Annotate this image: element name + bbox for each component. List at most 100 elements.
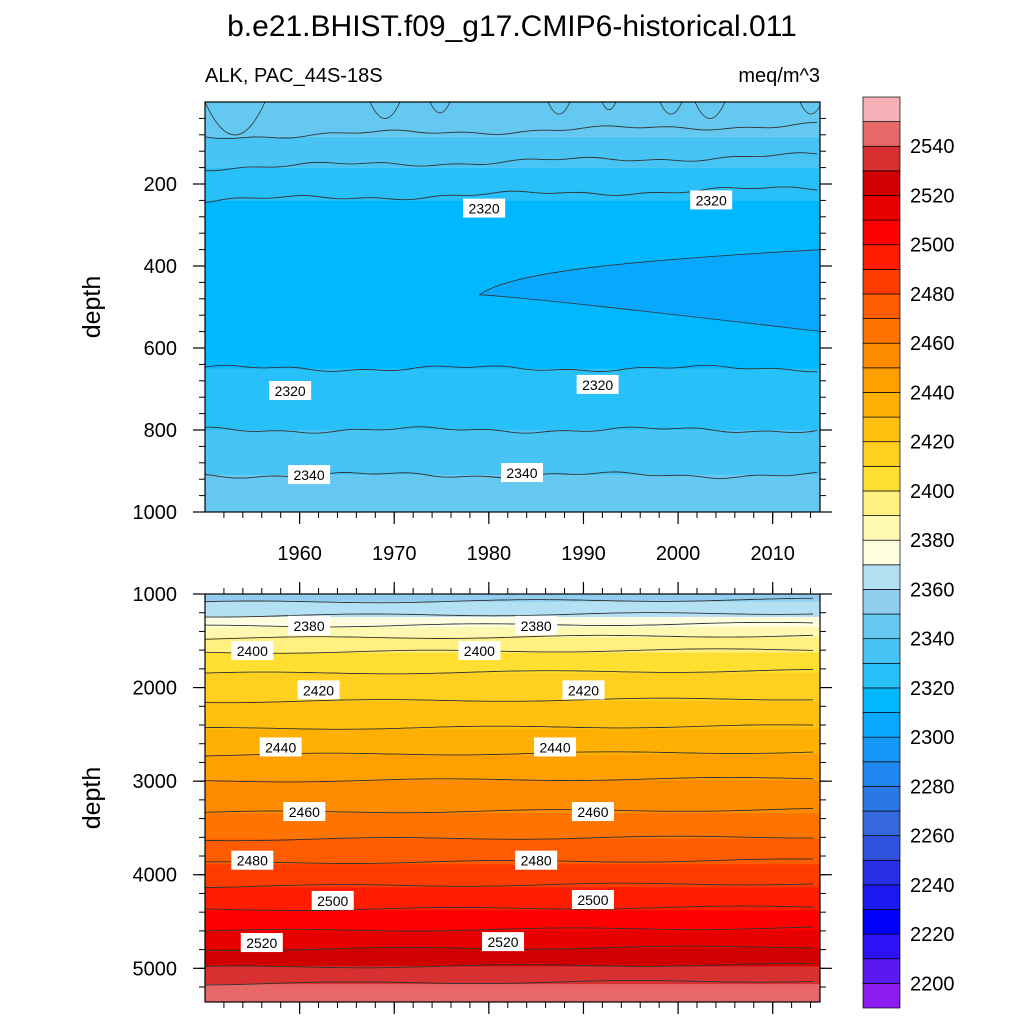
contour-band — [205, 973, 820, 978]
colorbar-label: 2500 — [910, 235, 955, 257]
contour-band — [205, 894, 820, 899]
contour-label-bg — [534, 737, 577, 757]
contour-band — [205, 703, 820, 707]
contour-band — [205, 828, 820, 832]
chart-title: b.e21.BHIST.f09_g17.CMIP6-historical.011 — [227, 10, 797, 43]
contour-line — [205, 776, 814, 783]
contour-label-text: 2520 — [487, 934, 518, 950]
contour-band — [205, 900, 820, 904]
contour-line — [205, 364, 818, 373]
contour-band — [205, 912, 820, 916]
contour-band — [205, 866, 820, 870]
contour-label: 2420 — [297, 680, 340, 700]
contour-band — [205, 670, 820, 674]
contour-label: 2400 — [231, 641, 274, 661]
contour-band — [205, 734, 820, 738]
contour-band — [205, 792, 820, 797]
contour-band — [205, 879, 820, 883]
y-tick-label: 4000 — [133, 865, 178, 887]
x-tick-label: 1980 — [467, 543, 512, 565]
contour-band — [205, 652, 820, 656]
colorbar-swatch — [862, 909, 901, 935]
colorbar-swatch — [862, 244, 901, 270]
contour-band — [205, 616, 820, 621]
contour-label-bg — [690, 190, 733, 210]
contour-band — [205, 647, 820, 651]
contour-label-bg — [500, 463, 543, 483]
contour-line — [205, 724, 814, 730]
contour-band — [205, 634, 820, 638]
colorbar-label: 2520 — [910, 185, 955, 207]
contour-label-text: 2320 — [469, 201, 500, 217]
units-label: meq/m^3 — [738, 65, 820, 87]
contour-band — [205, 966, 820, 970]
contour-band — [205, 961, 820, 965]
contour-band — [205, 831, 820, 835]
contour-band — [205, 757, 820, 761]
contour-band — [205, 724, 820, 728]
contour-label: 2420 — [562, 680, 605, 700]
contour-label-bg — [463, 198, 506, 218]
colorbar-label: 2300 — [910, 727, 955, 749]
contour-band — [205, 718, 820, 723]
contour-label-text: 2520 — [246, 935, 277, 951]
contour-band — [205, 958, 820, 962]
contour-band — [205, 989, 820, 993]
contour-band — [205, 951, 820, 955]
contour-band — [205, 843, 820, 848]
contour-band — [205, 739, 820, 743]
y-tick-label: 400 — [144, 256, 177, 278]
contour-band — [205, 787, 820, 791]
colorbar-swatch — [862, 884, 901, 910]
colorbar-label: 2220 — [910, 924, 955, 946]
colorbar-swatch — [862, 441, 901, 467]
contour-band — [205, 606, 820, 610]
colorbar-swatch — [862, 96, 901, 122]
contour-band — [205, 785, 820, 789]
contour-band — [205, 706, 820, 710]
contour-band — [205, 999, 820, 1002]
contour-line — [205, 858, 814, 864]
contour-line — [205, 882, 814, 889]
contour-band — [205, 877, 820, 881]
contour-label-text: 2380 — [521, 618, 552, 634]
contour-band — [205, 805, 820, 809]
contour-band — [205, 874, 820, 878]
contour-band — [205, 769, 820, 774]
contour-band — [205, 688, 820, 692]
y-tick-label: 600 — [144, 338, 177, 360]
contour-label-text: 2320 — [696, 192, 727, 208]
contour-band — [205, 599, 820, 603]
contour-label: 2480 — [515, 850, 558, 870]
contour-label-bg — [259, 737, 302, 757]
contour-band — [205, 968, 820, 972]
colorbar-label: 2340 — [910, 629, 955, 651]
contour-label: 2460 — [283, 802, 326, 822]
contour-label-text: 2500 — [577, 892, 608, 908]
x-tick-label: 1990 — [561, 543, 606, 565]
colorbar-swatch — [862, 293, 901, 319]
contour-band — [205, 871, 820, 876]
region-label: PAC_44S-18S — [254, 65, 383, 87]
contour-label-text: 2400 — [237, 643, 268, 659]
contour-band — [205, 823, 820, 827]
contour-band — [205, 869, 820, 873]
contour-label-bg — [515, 615, 558, 635]
contour-band — [205, 690, 820, 695]
label-separator: , — [243, 65, 254, 87]
contour-band — [205, 102, 820, 137]
contour-line — [205, 634, 814, 640]
contour-label-text: 2460 — [289, 804, 320, 820]
lower-panel: 1000 2000 3000 4000 5000 depth 2380 2380 2400 240… — [78, 582, 832, 1014]
contour-label-bg — [269, 381, 312, 401]
contour-band — [205, 708, 820, 712]
contour-band — [205, 764, 820, 768]
contour-band — [205, 721, 820, 725]
colorbar-swatch — [862, 687, 901, 713]
colorbar-swatch — [862, 269, 901, 295]
contour-label: 2320 — [576, 374, 619, 394]
contour-label: 2380 — [288, 615, 331, 635]
y-tick-label: 2000 — [133, 678, 178, 700]
contour-band — [205, 782, 820, 786]
